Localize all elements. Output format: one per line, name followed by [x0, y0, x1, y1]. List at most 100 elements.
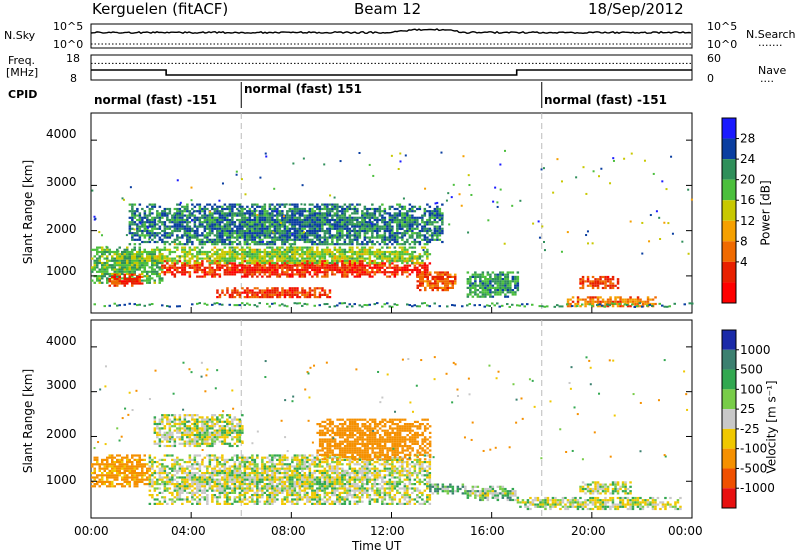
power-echo-cell	[131, 282, 134, 285]
power-echo-cell	[401, 250, 404, 254]
power-echo-cell	[433, 214, 437, 217]
power-echo-cell	[226, 250, 229, 254]
power-echo-cell	[146, 221, 149, 224]
power-echo-cell	[268, 234, 272, 237]
power-echo-cell	[108, 272, 111, 276]
power-echo-cell	[208, 216, 212, 219]
power-echo-cell	[338, 214, 342, 217]
power-echo-cell	[316, 250, 319, 254]
velocity-echo-cell	[171, 498, 174, 501]
power-echo-cell	[288, 243, 292, 246]
power-echo-cell	[303, 234, 307, 237]
power-echo-cell	[313, 264, 317, 267]
power-echo-cell	[383, 223, 387, 226]
velocity-echo-cell	[111, 465, 114, 468]
power-echo-cell	[271, 218, 274, 222]
power-echo-cell	[258, 291, 262, 294]
power-echo-cell	[388, 255, 392, 258]
power-echo-cell	[261, 232, 264, 235]
velocity-echo-cell	[156, 494, 159, 497]
power-echo-cell	[143, 223, 147, 226]
power-echo-cell	[654, 302, 657, 306]
power-echo-cell	[313, 232, 317, 235]
power-speck	[290, 251, 293, 254]
power-echo-cell	[353, 262, 357, 265]
power-echo-cell	[163, 229, 167, 233]
power-echo-cell	[303, 291, 307, 294]
power-echo-cell	[348, 207, 352, 211]
velocity-echo-cell	[93, 478, 96, 481]
power-echo-cell	[256, 240, 259, 244]
power-echo-cell	[276, 255, 279, 258]
power-echo-cell	[316, 271, 319, 274]
power-echo-cell	[166, 266, 169, 269]
power-echo-cell	[151, 221, 154, 224]
power-echo-cell	[358, 248, 362, 251]
power-echo-cell	[171, 234, 174, 237]
power-echo-cell	[241, 205, 244, 208]
velocity-echo-cell	[106, 480, 109, 483]
velocity-echo-cell	[188, 500, 192, 503]
power-echo-cell	[326, 273, 329, 276]
power-echo-cell	[243, 257, 247, 260]
power-echo-cell	[253, 291, 257, 294]
power-echo-cell	[494, 280, 497, 283]
power-echo-cell	[328, 227, 332, 230]
power-echo-cell	[336, 248, 339, 251]
power-echo-cell	[373, 250, 377, 254]
power-echo-cell	[211, 266, 214, 269]
power-echo-cell	[96, 259, 99, 262]
power-echo-cell	[151, 234, 154, 237]
power-echo-cell	[298, 264, 302, 267]
power-echo-cell	[256, 203, 259, 206]
power-echo-cell	[469, 293, 472, 296]
power-echo-cell	[338, 253, 342, 256]
power-echo-cell	[136, 227, 139, 230]
power-echo-cell	[91, 279, 94, 282]
velocity-echo-cell	[136, 461, 139, 464]
power-echo-cell	[233, 271, 237, 274]
power-echo-cell	[311, 257, 314, 260]
power-echo-cell	[346, 261, 349, 265]
velocity-echo-cell	[136, 483, 139, 486]
power-echo-cell	[611, 282, 615, 285]
power-clutter-cell	[488, 304, 491, 307]
power-echo-cell	[356, 271, 359, 274]
power-echo-cell	[141, 240, 144, 244]
power-echo-cell	[146, 259, 149, 262]
power-echo-cell	[138, 278, 141, 281]
power-echo-cell	[218, 229, 222, 233]
power-echo-cell	[281, 291, 284, 294]
power-echo-cell	[491, 291, 495, 294]
power-echo-cell	[276, 271, 279, 274]
power-echo-cell	[293, 287, 297, 290]
power-echo-cell	[318, 234, 322, 237]
power-echo-cell	[408, 234, 412, 237]
power-clutter-cell	[128, 302, 131, 305]
power-echo-cell	[138, 238, 142, 241]
power-echo-cell	[228, 205, 232, 208]
power-echo-cell	[266, 289, 269, 292]
power-echo-cell	[474, 275, 477, 278]
power-echo-cell	[331, 234, 334, 237]
power-echo-cell	[433, 227, 437, 230]
power-echo-cell	[393, 214, 397, 217]
power-echo-cell	[263, 227, 267, 230]
power-echo-cell	[246, 268, 249, 272]
power-echo-cell	[303, 261, 307, 265]
power-echo-cell	[398, 236, 402, 239]
power-echo-cell	[481, 282, 485, 285]
power-echo-cell	[286, 264, 289, 267]
power-echo-cell	[173, 212, 177, 215]
power-echo-cell	[308, 221, 312, 224]
power-echo-cell	[233, 225, 237, 228]
power-echo-cell	[433, 216, 437, 219]
power-echo-cell	[216, 207, 219, 211]
power-echo-cell	[506, 282, 510, 285]
power-echo-cell	[121, 282, 124, 285]
power-echo-cell	[288, 273, 292, 276]
power-echo-cell	[378, 236, 382, 239]
power-echo-cell	[276, 227, 279, 230]
power-echo-cell	[368, 261, 372, 265]
power-echo-cell	[151, 255, 154, 258]
